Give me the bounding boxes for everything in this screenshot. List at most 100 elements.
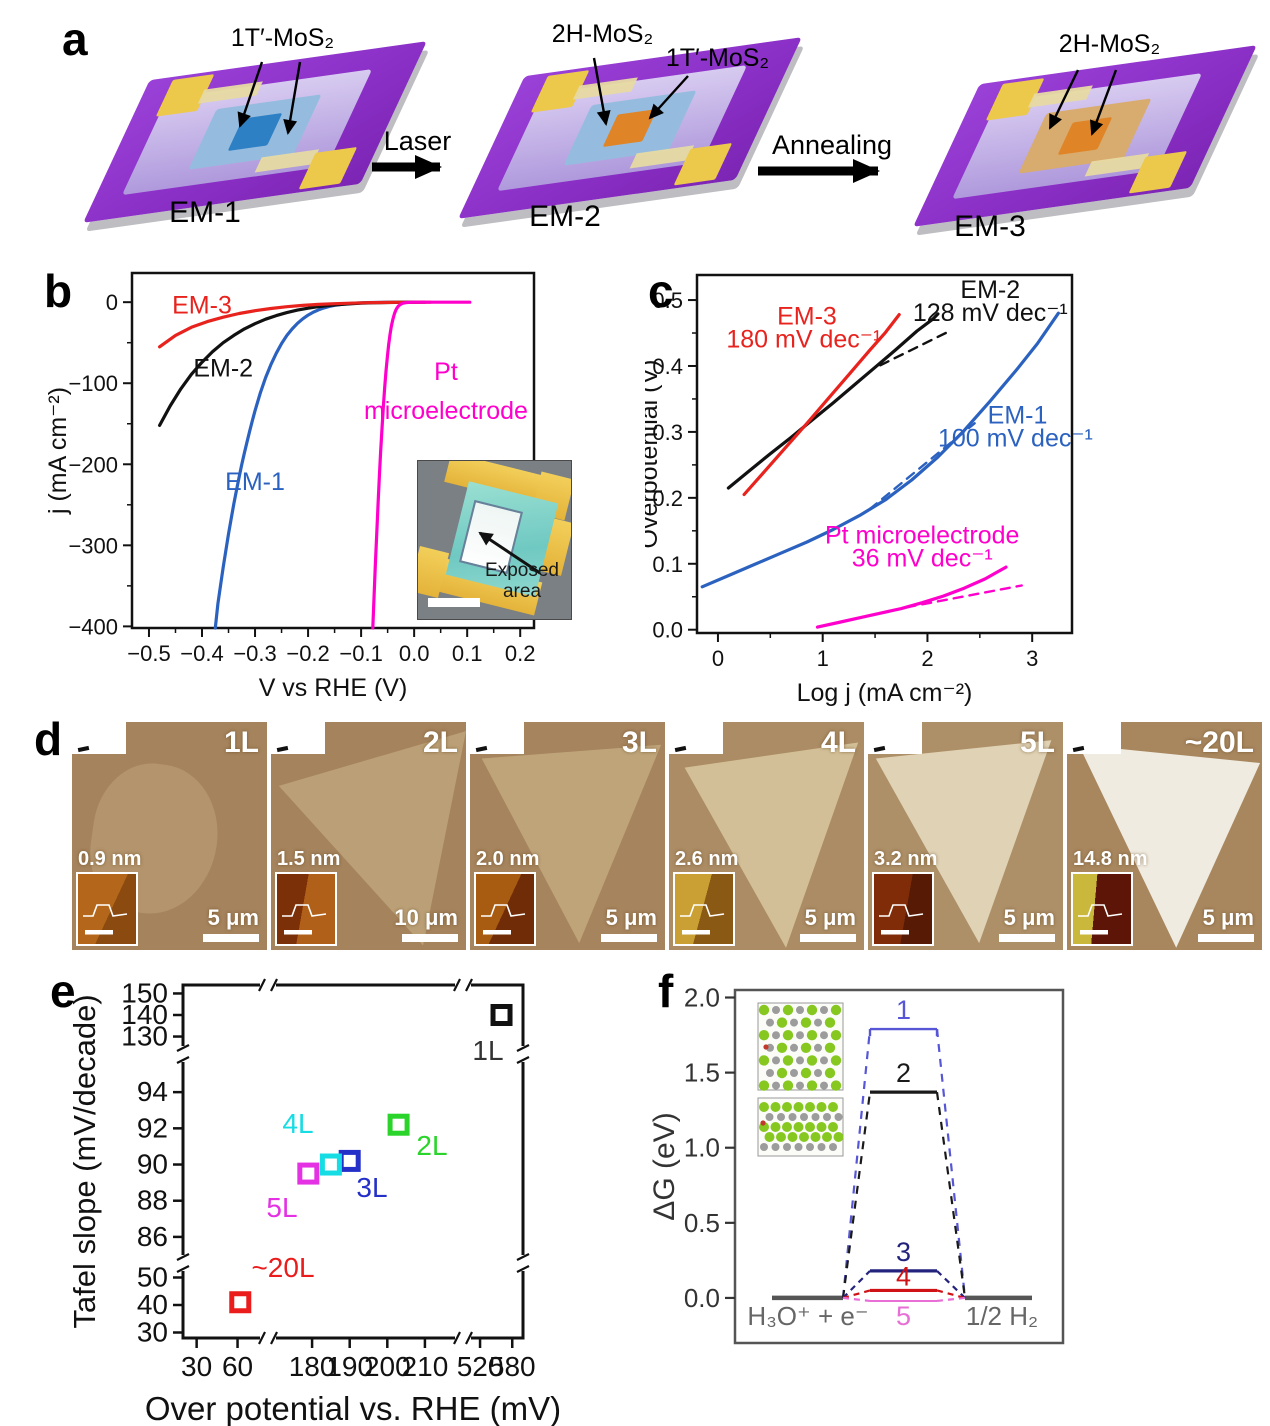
afm-height-profile [1078, 904, 1123, 935]
atom [782, 1122, 792, 1132]
atom [793, 1102, 804, 1112]
curve-label: EM-2 [193, 355, 253, 383]
atom [806, 1004, 818, 1016]
annotation-2h-mos2-em2: 2H-MoS₂ [551, 20, 654, 48]
afm-inset [872, 872, 934, 946]
atom [796, 1056, 804, 1065]
laser-step-label: Laser [383, 126, 452, 156]
y-tick-label: 0.3 [652, 420, 683, 445]
layer-count-label: 3L [621, 726, 657, 759]
atom [817, 1143, 826, 1151]
y-tick-label: 0.5 [652, 288, 683, 313]
atom [782, 1102, 792, 1112]
scale-bar-label: 5 μm [1202, 905, 1254, 930]
afm-height-profile [282, 904, 327, 935]
atom [806, 1030, 818, 1041]
subpanel-mark [276, 745, 289, 753]
y-tick-label: 2.0 [684, 983, 720, 1013]
curve-pt-tafel-fit [905, 584, 1023, 609]
x-tick-label: 180 [289, 1351, 336, 1382]
afm-inset [673, 872, 735, 946]
atom [796, 1031, 804, 1040]
level-label-4: 4 [896, 1261, 911, 1291]
x-tick-label: 0.0 [399, 641, 430, 666]
x-tick-label: 30 [181, 1351, 212, 1382]
atom [800, 1067, 812, 1079]
plot-frame [733, 988, 1065, 1345]
micrograph-1l: 1L 0.9 nm 5 μm [72, 722, 267, 950]
subpanel-mark [873, 745, 886, 753]
initial-state-label: H₃O⁺ + e⁻ [747, 1301, 868, 1331]
thickness-label: 3.2 nm [874, 848, 938, 870]
panel-d: d 1L 0.9 nm 5 μm 2L 1.5 nm 10 μm 3L 2.0 nm 5 μm 4… [0, 710, 1270, 958]
connector-right-5 [936, 1296, 966, 1303]
exposed-area-label: Exposed area [485, 560, 559, 603]
axis-break-mark [516, 1253, 530, 1261]
subpanel-mark [77, 745, 90, 753]
x-tick-label: 0 [712, 646, 724, 671]
atom [799, 1132, 809, 1142]
atom [796, 1006, 804, 1014]
atom [770, 1102, 781, 1112]
atom [800, 1042, 812, 1053]
chart-f-free-energy-diagram: 0.0 0.5 1.0 1.5 2.0 ΔG (eV) 1 2 34 5 H₃O⁺ + e⁻ 1/2 … [648, 983, 1065, 1345]
atom [790, 1043, 798, 1052]
axis-break-mark [258, 978, 266, 992]
x-tick-label: 1 [817, 646, 829, 671]
atom [829, 1143, 837, 1151]
point-label-3l: 3L [356, 1172, 387, 1203]
curve-em-2-tafel-fit [879, 330, 950, 367]
connector-left-5 [842, 1296, 871, 1303]
y-tick-label: 0.0 [684, 1283, 720, 1313]
y-tick-label: −100 [68, 371, 118, 396]
atom [766, 1018, 774, 1027]
y-tick-label: 30 [137, 1317, 168, 1348]
axis-break-mark [176, 1044, 190, 1052]
axis-break-mark [465, 978, 473, 992]
y-tick-label: 86 [137, 1221, 168, 1252]
y-axis-label: ΔG (eV) [650, 1112, 681, 1220]
point-label-1l: 1L [472, 1035, 503, 1066]
atom [811, 1113, 820, 1121]
micrograph-20l: ~20L 14.8 nm 5 μm [1067, 722, 1262, 950]
device-label-em1: EM-1 [169, 196, 241, 229]
y-tick-label: 0.4 [652, 354, 683, 379]
atom [816, 1102, 827, 1112]
data-point-4l [319, 1153, 342, 1176]
h-adatom [760, 1120, 766, 1126]
atom [823, 1113, 831, 1121]
thickness-label: 1.5 nm [277, 848, 341, 870]
afm-inset [76, 872, 138, 946]
x-tick-label: −0.4 [180, 641, 223, 666]
y-tick-label: 0.5 [684, 1208, 720, 1238]
data-point-20l [229, 1291, 252, 1314]
subpanel-mark [674, 745, 687, 753]
panel-a-letter: a [62, 13, 88, 65]
panel-e: e 30 60 180 190 200 210 520 580 30 40 50 86 88 90 92 94… [40, 965, 650, 1426]
level-label-2: 2 [896, 1058, 911, 1088]
subpanel-patch [669, 722, 723, 754]
atom [776, 1017, 788, 1028]
atom [759, 1102, 769, 1112]
x-tick-label: 3 [1026, 646, 1038, 671]
atom [776, 1067, 788, 1079]
y-axis-label: Tafel slope (mV/decade) [67, 994, 102, 1328]
atom [776, 1132, 786, 1142]
curve-em-3 [158, 300, 432, 349]
scale-bar-group: 5 μm [203, 905, 259, 942]
atom [776, 1042, 788, 1053]
atom [790, 1069, 798, 1077]
atom [782, 1080, 794, 1091]
y-tick-label: 92 [137, 1112, 168, 1143]
y-tick-label: −300 [68, 533, 118, 558]
atom [790, 1018, 798, 1027]
atom [758, 1030, 770, 1041]
thickness-label: 0.9 nm [78, 848, 142, 870]
panel-f: f 0.0 0.5 1.0 1.5 2.0 ΔG (eV) 1 2 3 4 5 H₃O⁺ + e⁻ 1/… [648, 965, 1270, 1385]
thickness-label: 14.8 nm [1073, 848, 1148, 870]
y-tick-label: 94 [137, 1076, 168, 1107]
afm-height-profile [83, 904, 128, 935]
optical-micrograph-inset: Exposed area [417, 460, 572, 620]
connector-left-2 [841, 1092, 872, 1299]
